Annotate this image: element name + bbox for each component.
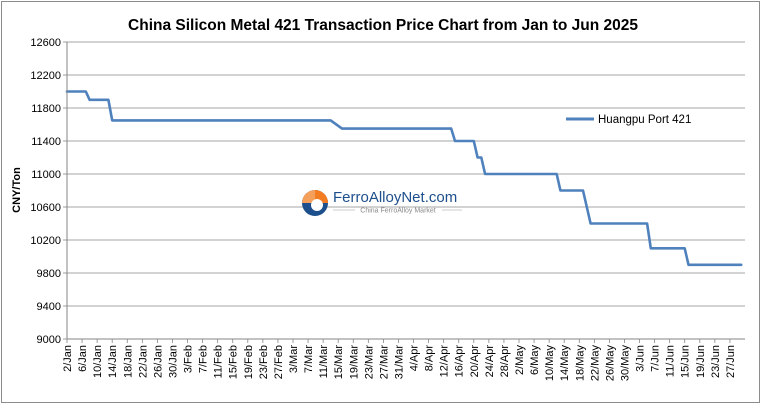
x-tick-label: 20/Apr xyxy=(469,345,481,378)
x-tick-label: 11/Mar xyxy=(318,345,330,379)
x-tick-label: 23/Jun xyxy=(710,345,722,378)
x-tick-label: 11/Jun xyxy=(665,345,677,377)
chart-title: China Silicon Metal 421 Transaction Pric… xyxy=(128,17,638,34)
legend: Huangpu Port 421 xyxy=(566,114,691,126)
x-axis-ticks: 2/Jan 6/Jan 10/Jan 14/Jan 18/Jan 22/Jan 26/Jan… xyxy=(62,339,737,381)
legend-label: Huangpu Port 421 xyxy=(598,114,691,126)
watermark: FerroAlloyNet.com China FerroAlloy Marke… xyxy=(302,189,462,216)
y-tick-label: 12600 xyxy=(30,37,61,49)
axes xyxy=(66,42,745,340)
x-tick-label: 8/Apr xyxy=(424,345,436,372)
x-tick-label: 23/Feb xyxy=(258,345,270,379)
y-tick-label: 10200 xyxy=(30,235,61,247)
x-tick-label: 3/Mar xyxy=(288,345,300,373)
x-tick-label: 3/Feb xyxy=(183,345,195,373)
series-lines xyxy=(65,90,743,267)
y-tick-label: 12200 xyxy=(30,70,61,82)
x-tick-label: 11/Feb xyxy=(213,345,225,378)
watermark-tagline: China FerroAlloy Market xyxy=(360,208,436,215)
x-tick-label: 4/Apr xyxy=(409,345,421,372)
x-tick-label: 22/May xyxy=(589,345,601,382)
y-tick-label: 11400 xyxy=(31,136,61,148)
x-tick-label: 23/Mar xyxy=(363,345,375,380)
x-tick-label: 27/Mar xyxy=(378,345,390,380)
x-tick-label: 15/Feb xyxy=(228,345,240,379)
x-tick-label: 30/Jan xyxy=(167,345,179,378)
x-tick-label: 19/Feb xyxy=(243,345,255,379)
x-tick-label: 15/Jun xyxy=(680,345,692,378)
x-tick-label: 6/May xyxy=(529,345,541,375)
x-tick-label: 14/Jan xyxy=(107,345,119,378)
x-tick-label: 30/May xyxy=(619,345,631,382)
x-tick-label: 15/Mar xyxy=(333,345,345,380)
x-tick-label: 27/Jun xyxy=(725,345,737,378)
x-tick-label: 19/Jun xyxy=(695,345,707,378)
y-tick-label: 10600 xyxy=(30,202,61,214)
x-tick-label: 16/Apr xyxy=(454,345,466,378)
series-line-0 xyxy=(65,90,743,267)
x-tick-label: 10/May xyxy=(544,345,556,382)
y-tick-label: 11000 xyxy=(31,169,61,181)
watermark-brand: FerroAlloyNet.com xyxy=(333,189,457,206)
x-tick-label: 31/Mar xyxy=(393,345,405,380)
x-tick-label: 28/Apr xyxy=(499,345,511,378)
x-tick-label: 19/Mar xyxy=(348,345,360,380)
watermark-logo-icon xyxy=(302,190,328,216)
x-tick-label: 18/May xyxy=(574,345,586,382)
x-tick-label: 6/Jan xyxy=(77,345,89,372)
y-tick-label: 9000 xyxy=(37,334,61,346)
x-tick-label: 3/Jun xyxy=(635,345,647,372)
y-axis-ticks: 9000 9400 9800 10200 10600 11000 11400 11800 122… xyxy=(30,37,67,346)
x-tick-label: 10/Jan xyxy=(92,345,104,378)
x-tick-label: 2/May xyxy=(514,345,526,375)
x-tick-label: 14/May xyxy=(559,345,571,382)
x-tick-label: 7/Feb xyxy=(198,345,210,373)
x-tick-label: 24/Apr xyxy=(484,345,496,378)
y-axis-label: CNY/Ton xyxy=(11,167,23,213)
x-tick-label: 26/May xyxy=(604,345,616,382)
x-tick-label: 2/Jan xyxy=(62,345,74,372)
x-tick-label: 12/Apr xyxy=(439,345,451,378)
y-tick-label: 9400 xyxy=(37,301,61,313)
x-tick-label: 26/Jan xyxy=(152,345,164,378)
gridlines xyxy=(67,41,745,307)
x-tick-label: 7/Mar xyxy=(303,345,315,373)
y-tick-label: 9800 xyxy=(37,268,61,280)
x-tick-label: 18/Jan xyxy=(122,345,134,378)
x-tick-label: 27/Feb xyxy=(273,345,285,379)
x-tick-label: 22/Jan xyxy=(137,345,149,378)
y-tick-label: 11800 xyxy=(31,103,61,115)
x-tick-label: 7/Jun xyxy=(650,345,662,372)
